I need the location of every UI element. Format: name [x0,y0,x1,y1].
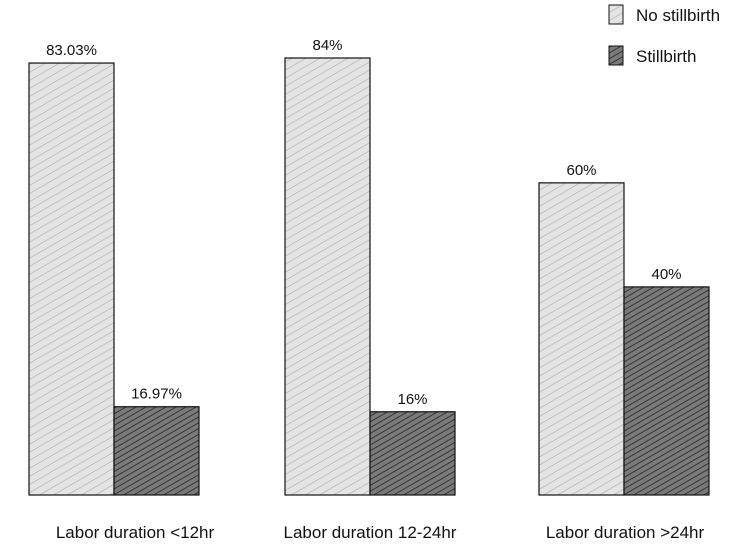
bar-no-stillbirth-3 [538,182,625,496]
value-label-stillbirth-2: 16% [397,391,427,408]
value-labels-group: 83.03% 16.97% 84% 16% 60% 40% [46,37,681,408]
category-labels-group: Labor duration <12hr Labor duration 12-24… [56,523,705,542]
bars-group [28,57,710,496]
legend-label-stillbirth: Stillbirth [636,47,696,66]
value-label-stillbirth-1: 16.97% [131,386,182,403]
bar-no-stillbirth-2 [284,57,371,496]
bar-stillbirth-2 [369,411,456,496]
bar-stillbirth-1 [113,406,200,496]
bar-stillbirth-3 [623,286,710,496]
value-label-stillbirth-3: 40% [651,266,681,283]
value-label-no-stillbirth-1: 83.03% [46,42,97,59]
legend: No stillbirth Stillbirth [608,4,720,66]
legend-swatch-no-stillbirth [608,4,624,25]
bar-no-stillbirth-1 [28,62,115,496]
category-label-2: Labor duration 12-24hr [284,523,457,542]
category-label-3: Labor duration >24hr [546,523,705,542]
category-label-1: Labor duration <12hr [56,523,215,542]
value-label-no-stillbirth-3: 60% [566,162,596,179]
legend-label-no-stillbirth: No stillbirth [636,6,720,25]
legend-swatch-stillbirth [608,45,624,66]
value-label-no-stillbirth-2: 84% [312,37,342,54]
